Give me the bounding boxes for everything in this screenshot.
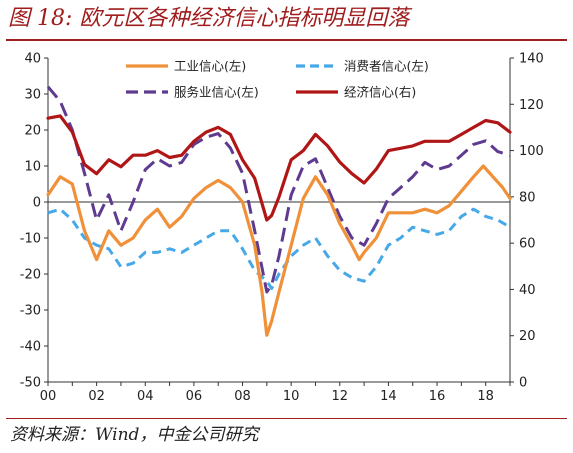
x-tick-label: 08 <box>234 389 251 404</box>
left-tick-label: -30 <box>20 304 41 319</box>
title-rule <box>6 39 567 41</box>
x-tick-label: 02 <box>88 389 105 404</box>
series-lines <box>46 85 512 337</box>
legend-label-1: 消费者信心(左) <box>344 59 429 74</box>
left-tick-label: 30 <box>24 88 41 103</box>
right-tick-label: 60 <box>519 237 536 252</box>
left-tick-label: 10 <box>24 160 41 175</box>
right-tick-label: 40 <box>519 283 536 298</box>
x-tick-label: 18 <box>477 389 494 404</box>
plot-frame <box>47 58 511 383</box>
left-tick-label: -40 <box>20 340 41 355</box>
legend: 工业信心(左) 消费者信心(左) 服务业信心(左) 经济信心(右) <box>126 59 429 100</box>
x-axis: 00 02 04 06 08 10 12 14 16 18 <box>40 382 511 404</box>
right-tick-label: 140 <box>519 52 544 67</box>
figure-title: 图 18: 欧元区各种经济信心指标明显回落 <box>8 6 410 31</box>
x-tick-label: 12 <box>332 389 349 404</box>
right-tick-label: 20 <box>519 329 536 344</box>
x-tick-label: 04 <box>137 389 154 404</box>
x-tick-label: 10 <box>283 389 300 404</box>
right-axis: 140 120 100 80 60 40 20 0 <box>510 52 544 391</box>
left-tick-label: -20 <box>20 268 41 283</box>
right-tick-label: 0 <box>519 376 527 391</box>
source-note: 资料来源：Wind，中金公司研究 <box>10 425 259 445</box>
legend-label-3: 经济信心(右) <box>344 85 416 100</box>
right-tick-label: 120 <box>519 98 544 113</box>
series-line-3 <box>46 114 512 222</box>
series-line-1 <box>47 207 511 290</box>
x-tick-label: 06 <box>186 389 203 404</box>
legend-label-2: 服务业信心(左) <box>174 85 259 100</box>
x-tick-label: 14 <box>380 389 397 404</box>
left-axis: 40 30 20 10 0 -10 -20 -30 -40 -50 <box>20 52 48 391</box>
legend-label-0: 工业信心(左) <box>174 59 246 74</box>
left-tick-label: 20 <box>24 124 41 139</box>
series-line-2 <box>46 85 511 294</box>
x-tick-label: 16 <box>429 389 446 404</box>
left-tick-label: -50 <box>20 376 41 391</box>
left-tick-label: -10 <box>20 232 41 247</box>
left-tick-label: 40 <box>24 52 41 67</box>
right-tick-label: 80 <box>519 190 536 205</box>
bottom-rule <box>6 418 567 419</box>
x-tick-label: 00 <box>40 389 57 404</box>
series-line-0 <box>46 164 512 337</box>
left-tick-label: 0 <box>33 196 41 211</box>
right-tick-label: 100 <box>519 144 544 159</box>
